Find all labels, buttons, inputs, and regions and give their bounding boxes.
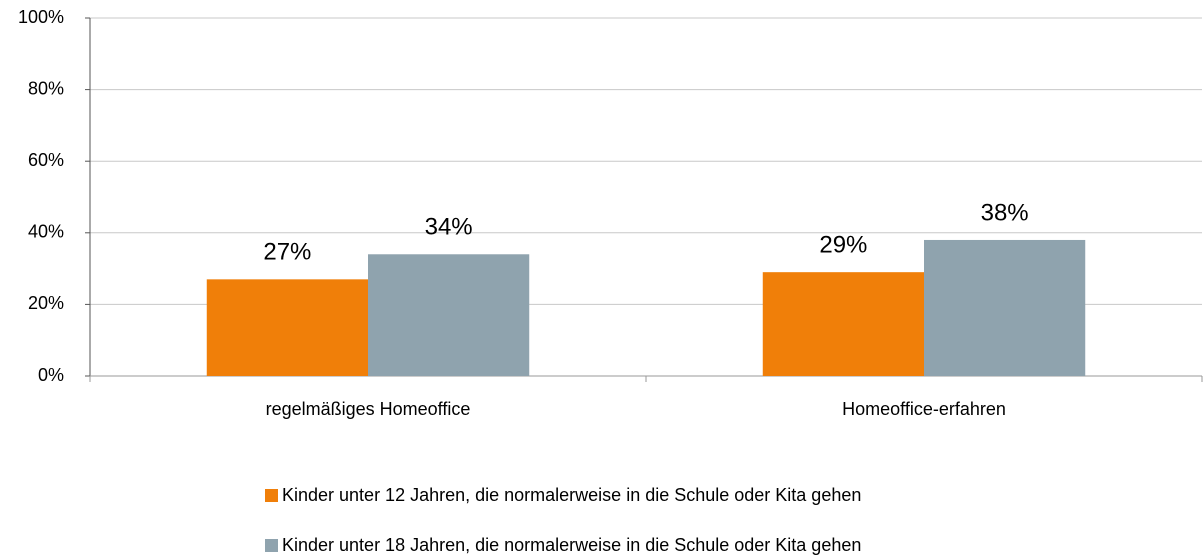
y-tick-label: 20% xyxy=(28,293,64,313)
y-tick-label: 40% xyxy=(28,222,64,242)
y-tick-label: 0% xyxy=(38,365,64,385)
legend-label: Kinder unter 12 Jahren, die normalerweis… xyxy=(282,485,861,505)
y-tick-label: 60% xyxy=(28,150,64,170)
data-label: 29% xyxy=(819,232,867,259)
y-tick-label: 80% xyxy=(28,78,64,98)
legend-label: Kinder unter 18 Jahren, die normalerweis… xyxy=(282,535,861,555)
y-tick-label: 100% xyxy=(18,7,64,27)
bar xyxy=(368,254,530,376)
x-tick-label: Homeoffice-erfahren xyxy=(842,399,1006,419)
x-tick-label: regelmäßiges Homeoffice xyxy=(266,399,471,419)
data-label: 34% xyxy=(425,214,473,241)
data-label: 38% xyxy=(981,199,1029,226)
bar xyxy=(206,279,368,376)
bar xyxy=(762,272,924,376)
data-label: 27% xyxy=(263,239,311,266)
legend-swatch xyxy=(265,489,278,502)
bar xyxy=(924,239,1086,376)
legend-swatch xyxy=(265,539,278,552)
